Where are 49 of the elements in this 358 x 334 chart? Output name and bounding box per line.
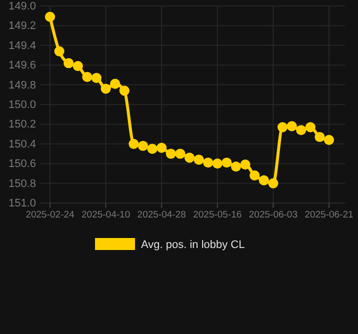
y-tick-label: 149.2 <box>8 20 36 32</box>
y-tick-label: 149.6 <box>8 60 36 72</box>
y-tick-label: 150.2 <box>8 118 36 131</box>
point <box>147 144 158 154</box>
point <box>314 132 325 142</box>
point <box>166 148 176 159</box>
point <box>128 138 139 149</box>
point <box>268 178 278 188</box>
y-tick-label: 150.8 <box>8 178 36 190</box>
point <box>82 72 92 82</box>
point <box>184 152 195 163</box>
y-tick-label: 150.0 <box>8 99 36 112</box>
point <box>203 158 214 168</box>
x-tick-label: 2025-04-10 <box>81 210 130 221</box>
y-tick-label: 150.4 <box>8 138 36 150</box>
point <box>277 122 288 132</box>
point <box>296 125 306 136</box>
legend-label: Avg. pos. in lobby CL <box>141 239 245 251</box>
y-tick-label: 149.0 <box>8 0 36 13</box>
point <box>305 122 316 132</box>
x-tick-label: 2025-04-28 <box>137 210 186 221</box>
point <box>110 78 120 89</box>
point <box>138 140 148 151</box>
x-tick-label: 2025-05-16 <box>193 210 242 221</box>
point <box>44 12 56 22</box>
point <box>156 142 167 153</box>
point <box>175 148 186 159</box>
point <box>230 162 242 172</box>
point <box>119 86 130 96</box>
y-tick-label: 151.0 <box>8 198 36 210</box>
point <box>212 158 222 169</box>
point <box>194 154 204 165</box>
point <box>64 58 74 68</box>
point <box>258 175 269 186</box>
x-tick-label: 2025-02-24 <box>26 210 74 221</box>
y-tick-label: 149.8 <box>8 79 36 92</box>
x-tick-label: 2025-06-03 <box>248 210 298 221</box>
y-tick-label: 149.4 <box>8 40 36 52</box>
point <box>240 160 250 170</box>
point <box>72 61 83 72</box>
point <box>286 121 297 132</box>
point <box>91 72 102 83</box>
point <box>222 158 232 168</box>
point <box>54 46 64 56</box>
y-tick-label: 150.6 <box>8 158 36 170</box>
point <box>324 134 334 145</box>
point <box>250 170 260 180</box>
point <box>100 84 111 94</box>
x-tick-label: 2025-06-21 <box>304 210 354 221</box>
